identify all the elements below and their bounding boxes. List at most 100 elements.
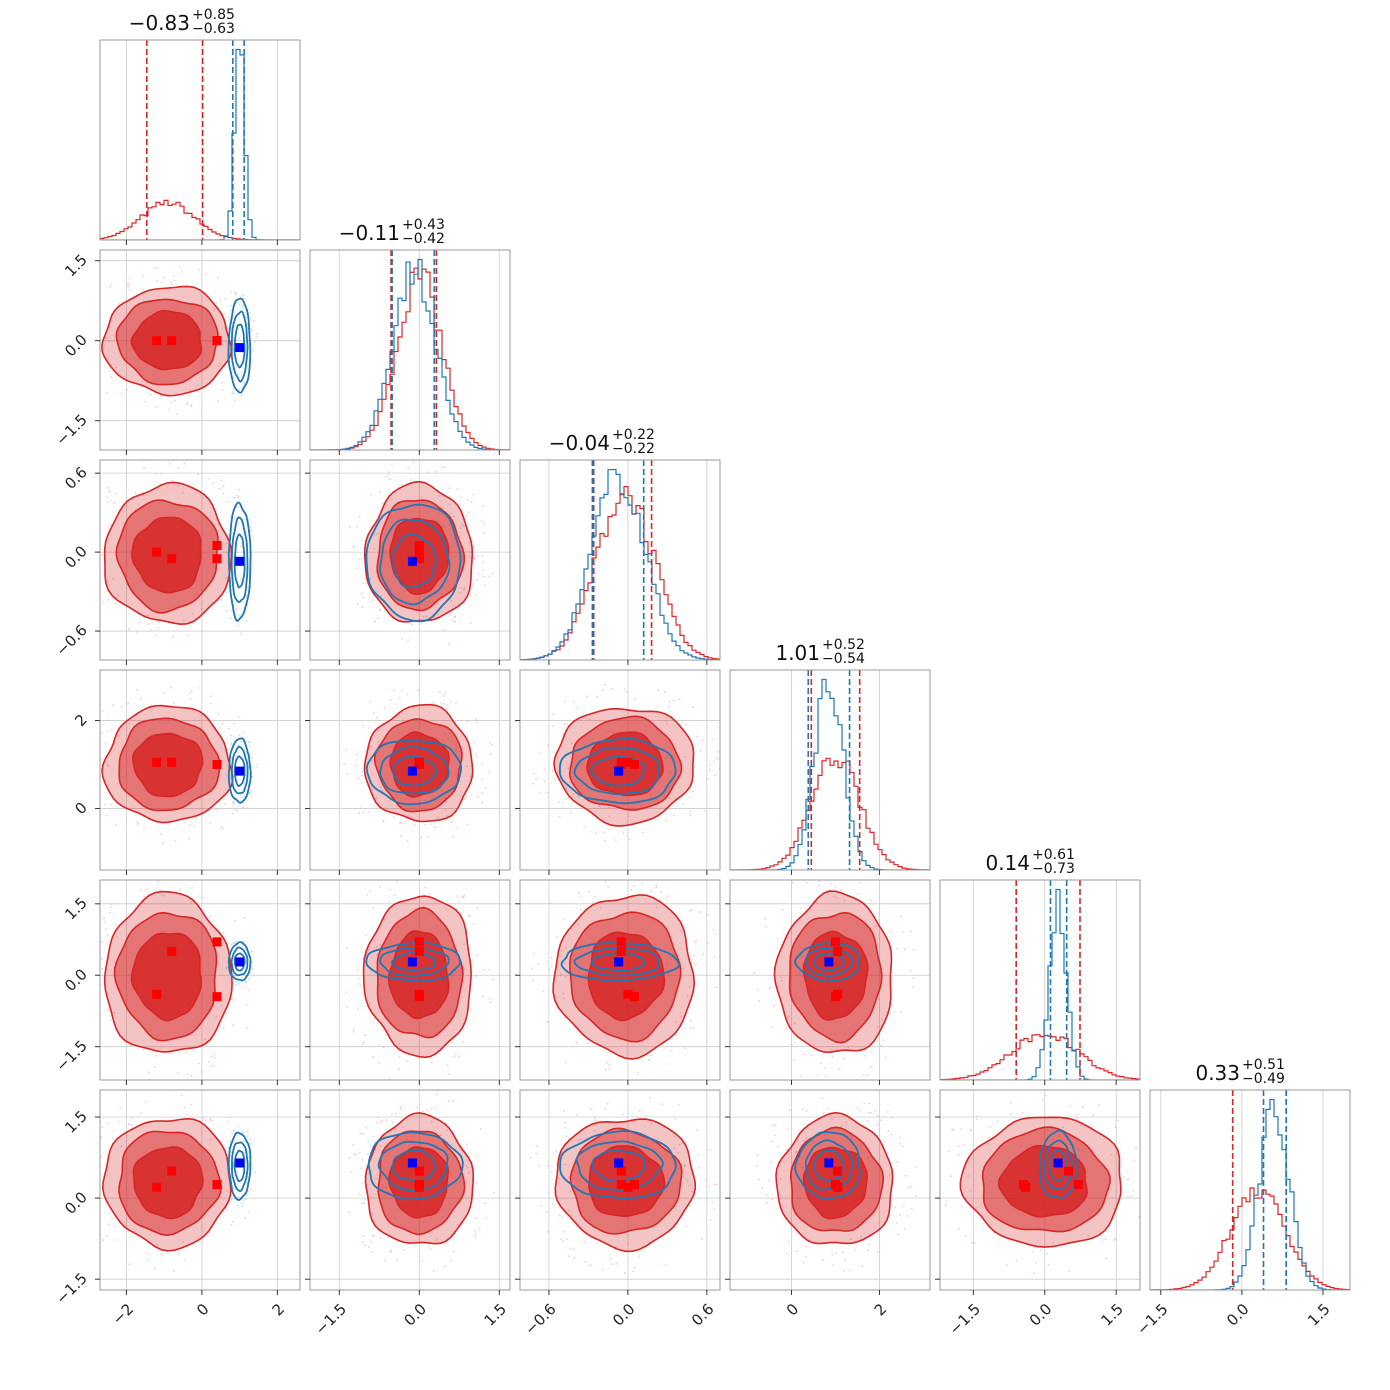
scatter-point xyxy=(538,1164,541,1167)
scatter-point xyxy=(982,1222,985,1225)
scatter-point xyxy=(622,1113,624,1116)
scatter-point xyxy=(243,917,246,920)
scatter-point xyxy=(595,1119,597,1122)
scatter-point xyxy=(237,981,240,984)
red-marker xyxy=(629,992,639,1002)
scatter-point xyxy=(483,532,486,535)
scatter-point xyxy=(245,594,248,597)
scatter-point xyxy=(105,814,108,817)
scatter-point xyxy=(488,741,491,744)
scatter-point xyxy=(93,312,95,314)
scatter-point xyxy=(230,309,232,312)
scatter-point xyxy=(491,743,494,746)
scatter-point xyxy=(128,1263,131,1266)
scatter-point xyxy=(476,906,479,909)
scatter-point xyxy=(369,745,372,748)
scatter-point xyxy=(1098,1104,1100,1107)
scatter-point xyxy=(225,341,228,343)
scatter-point xyxy=(118,1120,121,1123)
scatter-point xyxy=(358,558,361,561)
scatter-point xyxy=(765,925,768,928)
scatter-point xyxy=(237,1124,239,1127)
scatter-point xyxy=(1069,1105,1072,1107)
scatter-point xyxy=(361,606,364,609)
scatter-point xyxy=(475,1232,477,1235)
scatter-point xyxy=(465,1164,468,1167)
scatter-point xyxy=(382,1028,385,1031)
scatter-point xyxy=(156,1244,159,1246)
scatter-point xyxy=(445,809,447,812)
scatter-point xyxy=(370,493,373,496)
scatter-point xyxy=(81,999,83,1001)
panel-frame xyxy=(519,879,721,1081)
scatter-point xyxy=(690,1190,693,1193)
red-marker xyxy=(629,760,639,770)
scatter-point xyxy=(802,1261,805,1264)
scatter-point xyxy=(389,1249,392,1252)
scatter-point xyxy=(633,1267,636,1270)
scatter-point xyxy=(465,795,468,798)
scatter-point xyxy=(579,908,582,911)
scatter-point xyxy=(381,789,384,792)
scatter-point xyxy=(884,1057,887,1059)
x-tick-label: 2 xyxy=(269,1300,288,1319)
scatter-point xyxy=(599,906,602,909)
scatter-point xyxy=(362,1241,364,1244)
scatter-point xyxy=(106,496,109,498)
scatter-point xyxy=(241,1204,244,1207)
scatter-point xyxy=(1009,1113,1012,1116)
scatter-point xyxy=(586,695,589,698)
scatter-point xyxy=(220,826,223,829)
scatter-point xyxy=(838,1068,841,1071)
scatter-point xyxy=(603,683,606,686)
scatter-point xyxy=(675,1021,677,1024)
scatter-point xyxy=(410,866,412,868)
scatter-point xyxy=(365,582,368,585)
scatter-point xyxy=(569,812,572,814)
scatter-point xyxy=(633,697,636,700)
red-marker xyxy=(1073,1180,1083,1190)
blue-contour-2 xyxy=(813,1149,845,1182)
blue-contour-2 xyxy=(233,533,246,589)
scatter-point xyxy=(401,637,404,640)
scatter-point xyxy=(394,1128,396,1131)
scatter-point xyxy=(361,1132,364,1135)
scatter-point xyxy=(413,824,416,827)
scatter-point xyxy=(183,462,186,465)
scatter-point xyxy=(221,389,224,392)
scatter-point xyxy=(776,937,779,940)
scatter-point xyxy=(378,741,380,743)
scatter-point xyxy=(558,955,561,958)
scatter-point xyxy=(102,1239,105,1242)
scatter-point xyxy=(350,1171,353,1174)
blue-marker xyxy=(235,343,245,353)
scatter-point xyxy=(363,1202,366,1204)
scatter-point xyxy=(960,1206,963,1208)
scatter-point xyxy=(114,493,117,495)
scatter-point xyxy=(94,930,96,932)
scatter-point xyxy=(667,895,670,898)
scatter-point xyxy=(230,1223,233,1226)
scatter-point xyxy=(623,688,626,691)
scatter-point xyxy=(232,600,235,603)
scatter-point xyxy=(226,551,229,554)
scatter-point xyxy=(233,399,236,402)
scatter-point xyxy=(1123,1176,1125,1179)
scatter-point xyxy=(560,745,563,748)
scatter-point xyxy=(529,1156,532,1159)
scatter-point xyxy=(692,1026,695,1029)
scatter-point xyxy=(244,1217,247,1220)
blue-marker xyxy=(407,556,417,566)
scatter-point xyxy=(1148,1209,1150,1211)
scatter-point xyxy=(438,691,441,694)
scatter-point xyxy=(854,1248,857,1251)
scatter-point xyxy=(556,935,559,938)
scatter-point xyxy=(419,837,422,840)
scatter-point xyxy=(401,690,403,692)
scatter-point xyxy=(100,941,103,944)
scatter-point xyxy=(573,1257,575,1259)
scatter-point xyxy=(483,584,486,587)
scatter-point xyxy=(102,602,105,604)
blue-marker xyxy=(235,556,245,566)
panel-frame xyxy=(309,1089,511,1291)
